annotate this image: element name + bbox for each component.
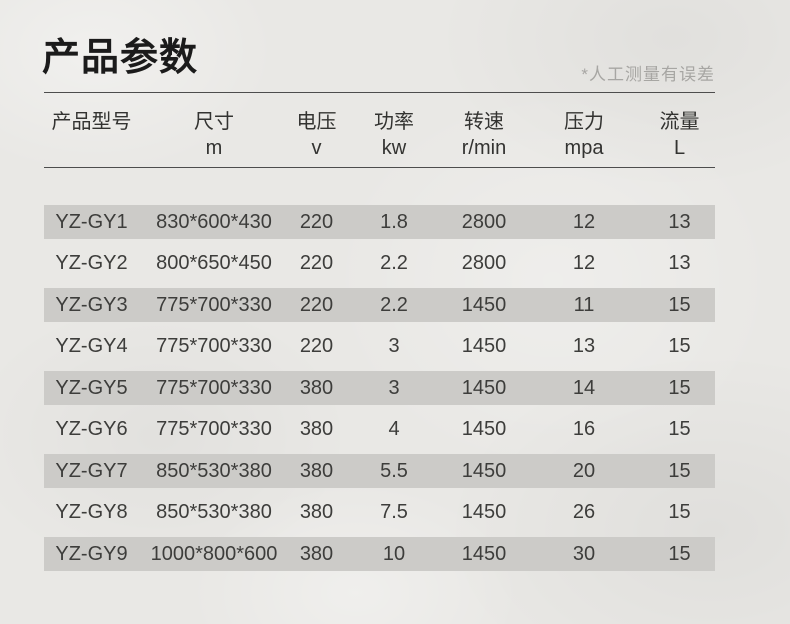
value-cell: 380	[299, 501, 334, 523]
value-cell: 380	[299, 376, 334, 399]
header-label: 尺寸	[194, 111, 234, 133]
value-cell: 220	[299, 210, 334, 233]
header-label: 压力	[564, 111, 604, 133]
model-cell: YZ-GY6	[55, 418, 128, 440]
spec-table-body: YZ-GY1 830*600*430 220 1.8 2800 12 13 YZ-GY2 800…	[44, 205, 715, 579]
value-cell: 30	[572, 542, 596, 565]
value-cell: 15	[668, 418, 691, 440]
value-cell: 850*530*380	[156, 459, 272, 482]
column-header-pressure: 压力 mpa	[524, 109, 644, 161]
table-row: YZ-GY3 775*700*330 220 2.2 1450 11 15	[44, 288, 715, 322]
value-cell: 15	[668, 459, 691, 482]
model-cell: YZ-GY5	[55, 376, 128, 399]
table-row: YZ-GY4 775*700*330 220 3 1450 13 15	[44, 330, 715, 364]
column-header-speed: 转速 r/min	[444, 109, 524, 161]
model-cell: YZ-GY7	[55, 459, 128, 482]
value-cell: 775*700*330	[156, 376, 272, 399]
page-title: 产品参数	[42, 37, 199, 79]
value-cell: 220	[299, 335, 334, 357]
table-row: YZ-GY2 800*650*450 220 2.2 2800 12 13	[44, 247, 715, 281]
value-cell: 2.2	[380, 293, 408, 316]
header-unit: m	[205, 137, 223, 159]
value-cell: 3	[388, 376, 400, 399]
value-cell: 830*600*430	[156, 210, 272, 233]
value-cell: 15	[668, 335, 691, 357]
table-row: YZ-GY9 1000*800*600 380 10 1450 30 15	[44, 537, 715, 571]
value-cell: 15	[668, 501, 691, 523]
column-header-flow: 流量 L	[644, 109, 715, 161]
measurement-note: *人工测量有误差	[581, 65, 715, 84]
header-unit: r/min	[461, 137, 507, 159]
model-cell: YZ-GY4	[55, 335, 128, 357]
header-unit: L	[673, 137, 686, 159]
table-row: YZ-GY5 775*700*330 380 3 1450 14 15	[44, 371, 715, 405]
value-cell: 220	[299, 293, 334, 316]
value-cell: 20	[572, 459, 596, 482]
column-header-power: 功率 kw	[344, 109, 444, 161]
value-cell: 2.2	[380, 252, 408, 274]
table-header: 产品型号 尺寸 m 电压 v 功率 kw 转速 r/min 压力 mpa 流量 …	[44, 104, 715, 161]
value-cell: 775*700*330	[156, 293, 272, 316]
model-cell: YZ-GY3	[55, 293, 128, 316]
column-header-size: 尺寸 m	[139, 109, 289, 161]
content-frame: 产品参数 *人工测量有误差 产品型号 尺寸 m 电压 v 功率 kw 转速 r/…	[42, 0, 715, 624]
header-label: 流量	[659, 111, 700, 133]
column-header-model: 产品型号	[44, 109, 139, 161]
value-cell: 775*700*330	[156, 335, 272, 357]
value-cell: 1450	[461, 501, 507, 523]
value-cell: 5.5	[380, 459, 408, 482]
value-cell: 850*530*380	[156, 501, 272, 523]
value-cell: 1000*800*600	[150, 542, 278, 565]
value-cell: 12	[572, 210, 596, 233]
model-cell: YZ-GY9	[55, 542, 128, 565]
value-cell: 380	[299, 542, 334, 565]
value-cell: 1.8	[380, 210, 408, 233]
value-cell: 15	[668, 293, 691, 316]
header-unit: v	[311, 137, 322, 159]
value-cell: 26	[572, 501, 596, 523]
value-cell: 7.5	[380, 501, 408, 523]
table-row: YZ-GY6 775*700*330 380 4 1450 16 15	[44, 413, 715, 447]
value-cell: 4	[388, 418, 400, 440]
value-cell: 10	[382, 542, 406, 565]
value-cell: 13	[668, 252, 691, 274]
value-cell: 16	[572, 418, 596, 440]
value-cell: 1450	[461, 459, 507, 482]
value-cell: 1450	[461, 293, 507, 316]
value-cell: 15	[668, 542, 691, 565]
header-label: 转速	[464, 111, 504, 133]
value-cell: 13	[572, 335, 596, 357]
header-unit: mpa	[564, 137, 604, 159]
header-label: 产品型号	[51, 111, 132, 133]
value-cell: 1450	[461, 376, 507, 399]
table-row: YZ-GY7 850*530*380 380 5.5 1450 20 15	[44, 454, 715, 488]
header-label: 功率	[374, 111, 414, 133]
table-row: YZ-GY1 830*600*430 220 1.8 2800 12 13	[44, 205, 715, 239]
value-cell: 3	[388, 335, 400, 357]
value-cell: 380	[299, 418, 334, 440]
value-cell: 800*650*450	[156, 252, 272, 274]
header-divider	[44, 167, 715, 168]
model-cell: YZ-GY8	[55, 501, 128, 523]
value-cell: 1450	[461, 542, 507, 565]
value-cell: 2800	[461, 210, 507, 233]
value-cell: 15	[668, 376, 691, 399]
value-cell: 380	[299, 459, 334, 482]
value-cell: 775*700*330	[156, 418, 272, 440]
value-cell: 12	[572, 252, 596, 274]
table-row: YZ-GY8 850*530*380 380 7.5 1450 26 15	[44, 496, 715, 530]
value-cell: 1450	[461, 418, 507, 440]
header-unit: kw	[381, 137, 407, 159]
model-cell: YZ-GY1	[55, 210, 128, 233]
title-divider	[44, 92, 715, 93]
model-cell: YZ-GY2	[55, 252, 128, 274]
value-cell: 14	[572, 376, 596, 399]
value-cell: 220	[299, 252, 334, 274]
header-label: 电压	[296, 111, 337, 133]
value-cell: 1450	[461, 335, 507, 357]
value-cell: 2800	[461, 252, 507, 274]
value-cell: 13	[668, 210, 691, 233]
column-header-voltage: 电压 v	[289, 109, 344, 161]
value-cell: 11	[573, 293, 595, 316]
